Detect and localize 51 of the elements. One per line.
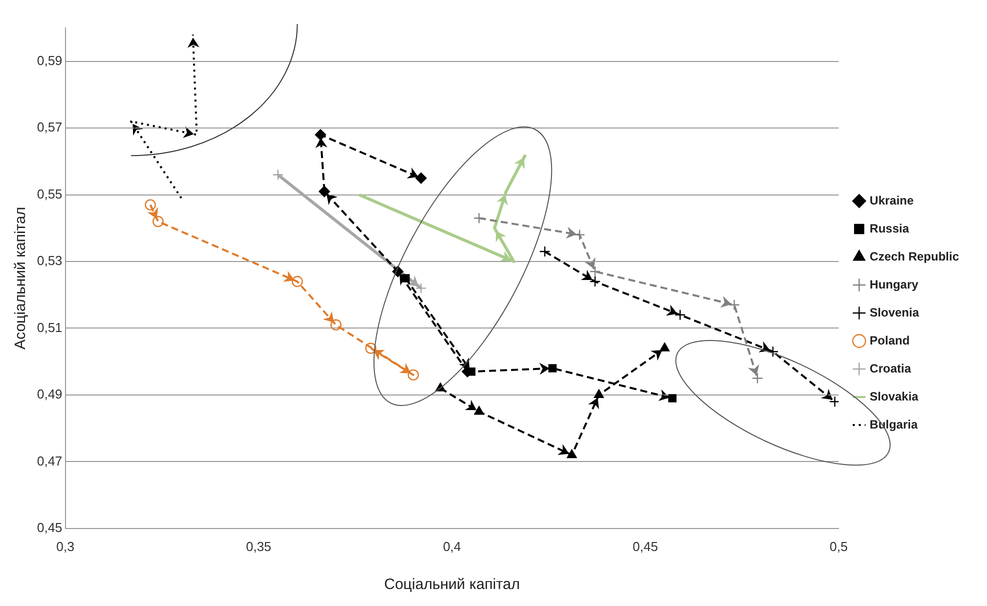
point (144, 199, 156, 210)
point (365, 342, 376, 354)
legend-label: Hungary (870, 277, 919, 292)
y-tick-label: 0,55 (36, 186, 62, 202)
legend-label: Croatia (870, 361, 912, 376)
legend-label: Russia (870, 221, 910, 236)
legend-label: Slovenia (870, 305, 920, 320)
point (330, 319, 342, 331)
line-series (130, 34, 198, 200)
legend-label: Czech Republic (870, 249, 960, 264)
y-tick-label: 0,53 (36, 253, 62, 268)
x-tick-label: 0,4 (442, 538, 462, 554)
x-tick-label: 0,3 (56, 538, 74, 554)
y-tick-label: 0,47 (36, 453, 62, 468)
point (574, 229, 586, 240)
point (752, 372, 764, 384)
point (272, 169, 284, 180)
point (152, 216, 164, 228)
x-tick-label: 0,45 (632, 538, 658, 554)
x-axis-title: Соціальний капітал (384, 576, 520, 594)
legend-label: Ukraine (870, 193, 914, 208)
y-tick-label: 0,57 (36, 120, 62, 135)
legend-label: Slovakia (870, 389, 919, 404)
y-tick-label: 0,49 (36, 386, 62, 402)
point (415, 282, 427, 294)
point (408, 369, 419, 381)
y-tick-label: 0,45 (36, 520, 62, 535)
x-tick-label: 0,35 (246, 538, 272, 554)
point (668, 394, 677, 402)
point (292, 276, 303, 288)
point (548, 364, 557, 372)
point (314, 129, 326, 140)
point (767, 346, 779, 358)
point (539, 246, 550, 258)
x-tick-label: 0,5 (830, 538, 848, 554)
legend-label: Poland (870, 333, 910, 348)
point (594, 389, 604, 398)
point (589, 266, 601, 278)
point (829, 396, 839, 408)
point (473, 212, 485, 224)
point (674, 309, 686, 320)
point (318, 186, 330, 198)
y-tick-label: 0,59 (36, 52, 62, 68)
point (728, 299, 740, 310)
point (415, 172, 427, 184)
point (474, 406, 484, 415)
y-axis-title: Асоціальний капітал (12, 206, 30, 350)
point (660, 342, 670, 352)
y-tick-label: 0,51 (36, 320, 62, 335)
point (589, 276, 601, 288)
point (566, 449, 577, 458)
